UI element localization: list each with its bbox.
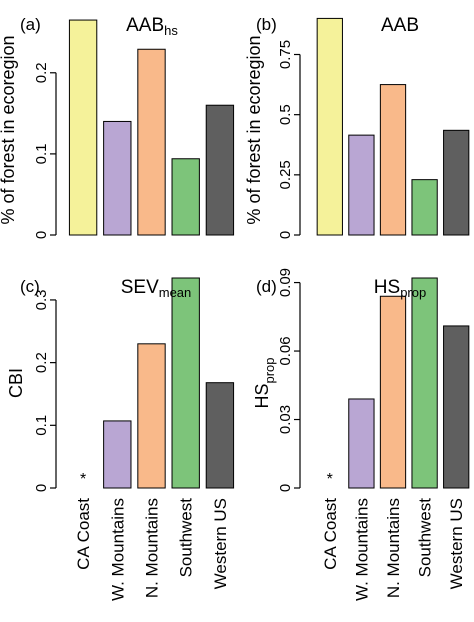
panel-label: (a) [20, 15, 41, 34]
y-tick-label: 0.5 [277, 104, 294, 125]
bar-w-mountains [103, 120, 132, 236]
bar-ca-coast [68, 19, 98, 236]
y-tick-label: 0 [277, 231, 294, 239]
bar-southwest [171, 277, 200, 489]
y-tick-label: 0.3 [33, 290, 50, 311]
x-category-label: CA Coast [74, 498, 93, 570]
y-axis-label: % of forest in ecoregion [244, 35, 264, 224]
panel-title: AABhs [126, 15, 178, 38]
x-category-label: W. Mountains [108, 498, 127, 601]
missing-value-marker: * [80, 471, 86, 488]
panel-label: (d) [256, 277, 277, 296]
panel-title: HSprop [374, 277, 426, 300]
bar-n-mountains [137, 48, 166, 236]
bar-n-mountains [379, 84, 407, 236]
bar-western-us [205, 382, 235, 489]
panel-label: (b) [256, 15, 277, 34]
y-axis-label: HSprop [252, 357, 277, 408]
x-category-label: N. Mountains [384, 498, 403, 598]
bar-southwest [411, 277, 438, 489]
bar-southwest [171, 158, 200, 236]
chart-panel-4: 0 0.03 0.06 0.09 * (d) HSprop HSprop [252, 268, 470, 492]
y-axis-label: CBI [6, 368, 26, 398]
y-tick-label: 0.75 [277, 40, 294, 69]
bar-w-mountains [103, 420, 132, 489]
y-tick-label: 0.1 [33, 415, 50, 436]
x-category-label: W. Mountains [352, 498, 371, 601]
bar-western-us [205, 104, 235, 236]
y-tick-label: 0 [33, 484, 50, 492]
y-tick-label: 0.06 [277, 336, 294, 365]
bar-w-mountains [348, 398, 375, 489]
panel-title: AAB [381, 15, 419, 36]
bar-southwest [411, 179, 438, 236]
missing-value-marker: * [327, 471, 333, 488]
x-category-label: Western US [211, 498, 230, 589]
x-category-label: Western US [447, 498, 466, 589]
chart-panel-1: 0 0.1 0.2 (a) AABhs % of forest in ecoregion [0, 15, 235, 239]
x-category-label: Southwest [177, 498, 196, 578]
bar-ca-coast [316, 17, 343, 236]
chart-panel-3: 0 0.1 0.2 0.3 * (c) SEVmean CBI [6, 277, 235, 492]
x-category-label: Southwest [416, 498, 435, 578]
y-tick-label: 0.09 [277, 268, 294, 297]
chart-panel-2: 0 0.25 0.5 0.75(b) AAB % of forest in ecoregi… [244, 15, 470, 239]
y-tick-label: 0.1 [33, 143, 50, 164]
y-tick-label: 0.2 [33, 62, 50, 83]
bar-w-mountains [348, 134, 375, 236]
y-tick-label: 0 [33, 231, 50, 239]
bar-n-mountains [137, 343, 166, 489]
x-category-label: N. Mountains [143, 498, 162, 598]
y-tick-label: 0 [277, 484, 294, 492]
y-tick-label: 0.25 [277, 160, 294, 189]
y-tick-label: 0.2 [33, 352, 50, 373]
y-tick-label: 0.03 [277, 405, 294, 434]
bar-n-mountains [379, 295, 407, 489]
bar-western-us [443, 325, 470, 489]
y-axis-label: % of forest in ecoregion [0, 35, 18, 224]
panel-label: (c) [20, 277, 40, 296]
panel-title: SEVmean [121, 277, 192, 300]
bar-western-us [443, 129, 470, 236]
x-category-label: CA Coast [321, 498, 340, 570]
